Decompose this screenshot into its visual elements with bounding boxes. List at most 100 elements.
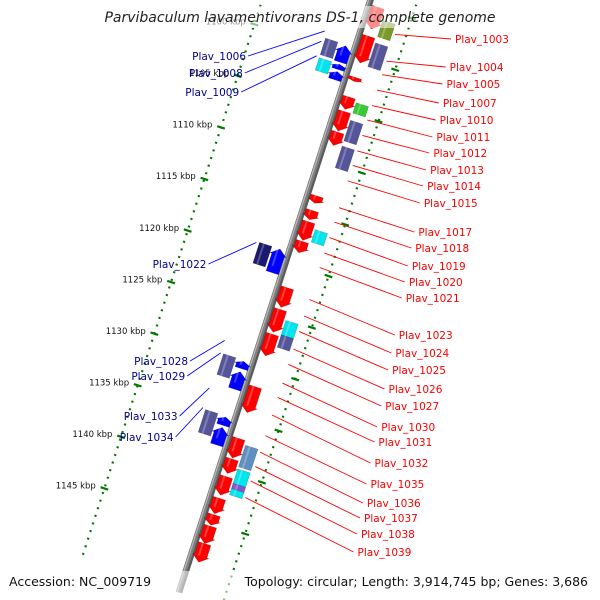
feature-sheen xyxy=(234,484,239,491)
reverse-feature xyxy=(216,416,233,428)
feature-sheen xyxy=(233,370,240,383)
forward-label-leader xyxy=(309,299,395,336)
tick-mark-outer xyxy=(307,325,316,330)
gene-label-forward: Plav_1035 xyxy=(370,479,424,491)
gene-label-forward: Plav_1031 xyxy=(378,437,432,449)
gene-label-forward: Plav_1037 xyxy=(364,513,418,525)
forward-feature xyxy=(343,119,364,146)
feature-sheen xyxy=(371,43,381,69)
gene-label-forward: Plav_1014 xyxy=(427,181,481,193)
feature-sheen xyxy=(209,513,214,521)
forward-label-leader xyxy=(376,89,439,104)
feature-sheen xyxy=(221,416,225,422)
feature-sheen xyxy=(318,58,325,72)
footer-backdrop xyxy=(0,571,600,600)
reverse-feature xyxy=(330,63,348,72)
tick-label: 1110 kbp xyxy=(172,121,212,131)
reverse-feature xyxy=(197,409,219,437)
feature-sheen xyxy=(215,426,222,439)
reverse-label-leader xyxy=(179,387,210,417)
feature-sheen xyxy=(220,354,229,377)
feature-sheen xyxy=(356,103,362,115)
forward-label-leader xyxy=(381,74,443,85)
forward-feature xyxy=(276,334,294,352)
forward-label-leader xyxy=(329,237,409,267)
feature-sheen xyxy=(347,121,356,143)
feature-sheen xyxy=(332,131,337,140)
tick-mark-outer xyxy=(357,170,366,176)
gene-label-forward: Plav_1010 xyxy=(440,115,494,127)
gene-label-forward: Plav_1025 xyxy=(392,365,446,377)
gene-label-reverse: Plav_1022 xyxy=(153,259,207,271)
tick-mark xyxy=(150,331,159,336)
forward-feature xyxy=(207,495,226,515)
gene-label-forward: Plav_1004 xyxy=(450,62,504,74)
feature-sheen xyxy=(264,333,272,350)
forward-label-leader xyxy=(347,180,420,204)
forward-feature xyxy=(353,33,376,64)
reverse-label-leader xyxy=(186,352,221,377)
title-backdrop xyxy=(100,6,500,28)
forward-label-leader xyxy=(386,60,446,68)
gene-label-forward: Plav_1015 xyxy=(424,198,478,210)
gene-label-reverse: Plav_1009 xyxy=(185,87,239,99)
gene-label-forward: Plav_1005 xyxy=(446,79,500,91)
forward-label-leader xyxy=(334,221,412,249)
forward-label-leader xyxy=(259,451,364,504)
feature-sheen xyxy=(280,286,287,301)
tick-label: 1140 kbp xyxy=(72,430,112,440)
gene-label-forward: Plav_1011 xyxy=(436,132,490,144)
tick-mark xyxy=(100,486,109,491)
gene-label-forward: Plav_1036 xyxy=(367,498,421,510)
reverse-label-leader xyxy=(240,55,317,93)
reverse-feature xyxy=(216,353,237,379)
forward-feature xyxy=(274,285,294,308)
forward-label-leader xyxy=(371,105,436,121)
forward-feature xyxy=(213,474,233,496)
feature-sheen xyxy=(338,147,348,170)
reverse-feature xyxy=(252,242,273,268)
forward-feature xyxy=(295,219,316,241)
forward-feature xyxy=(191,541,212,563)
forward-feature xyxy=(326,129,345,146)
reverse-label-leader xyxy=(247,30,325,57)
gene-label-reverse: Plav_1028 xyxy=(134,356,188,368)
tick-label: 1105 kbp xyxy=(189,69,229,79)
tick-label: 1145 kbp xyxy=(56,482,96,492)
forward-label-leader xyxy=(395,33,452,40)
feature-sheen xyxy=(301,220,308,234)
gene-label-forward: Plav_1023 xyxy=(399,330,453,342)
reverse-label-leader xyxy=(208,242,257,265)
forward-feature xyxy=(266,307,287,333)
gene-label-forward: Plav_1026 xyxy=(389,384,443,396)
forward-feature xyxy=(302,208,319,221)
feature-sheen xyxy=(323,39,331,57)
gene-label-forward: Plav_1013 xyxy=(430,165,484,177)
label-line-layer xyxy=(175,30,452,553)
gene-label-reverse: Plav_1029 xyxy=(131,371,185,383)
forward-label-leader xyxy=(338,207,415,233)
tick-mark-outer xyxy=(341,222,350,227)
feature-sheen xyxy=(201,410,211,434)
feature-sheen xyxy=(335,63,339,67)
gene-label-forward: Plav_1038 xyxy=(361,529,415,541)
gene-label-reverse: Plav_1033 xyxy=(124,411,178,423)
forward-feature xyxy=(240,384,262,413)
tick-label: 1130 kbp xyxy=(106,327,146,337)
gene-label-reverse: Plav_1034 xyxy=(120,432,174,444)
reverse-feature xyxy=(314,57,332,75)
tick-mark-outer xyxy=(291,376,300,382)
reverse-feature xyxy=(210,427,230,448)
feature-sheen xyxy=(312,195,317,200)
forward-feature xyxy=(337,94,357,110)
tick-mark-outer xyxy=(241,531,250,537)
feature-sheen xyxy=(239,360,243,366)
forward-label-leader xyxy=(357,150,427,171)
forward-label-leader xyxy=(277,397,375,443)
gene-label-forward: Plav_1007 xyxy=(443,98,497,110)
forward-label-leader xyxy=(298,331,389,371)
gene-label-reverse: Plav_1006 xyxy=(192,51,246,63)
